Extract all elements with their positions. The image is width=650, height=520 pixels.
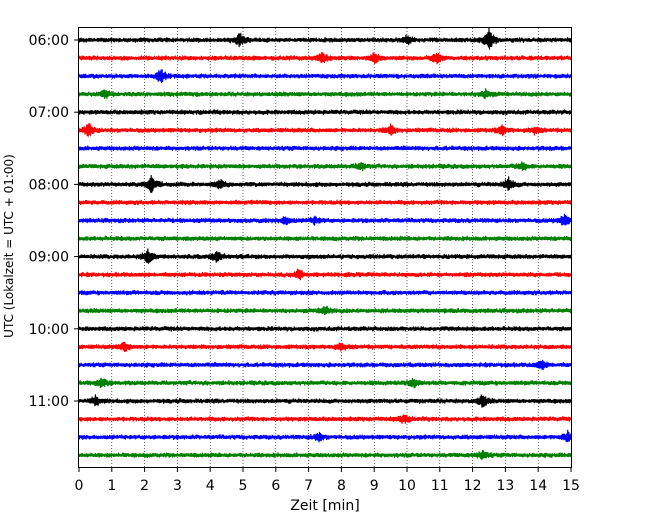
trace-line: [78, 289, 572, 296]
x-tick-label: 11: [431, 478, 449, 494]
y-tick-label: 09:00: [29, 250, 69, 266]
trace-line: [78, 235, 572, 242]
y-tick-label: 11:00: [29, 394, 69, 410]
grid-lines: [111, 28, 539, 467]
x-tick-label: 4: [206, 478, 215, 494]
trace-line: [78, 359, 572, 371]
trace-line: [78, 161, 572, 172]
trace-line: [78, 88, 572, 100]
trace-line: [78, 450, 572, 461]
x-tick-label: 1: [107, 478, 116, 494]
trace-line: [78, 145, 572, 152]
trace-line: [78, 394, 572, 408]
trace-line: [78, 248, 572, 264]
x-tick-label: 7: [304, 478, 313, 494]
x-tick-label: 5: [239, 478, 248, 494]
y-tick-label: 07:00: [29, 105, 69, 121]
x-tick-label: 15: [562, 478, 580, 494]
x-tick-label: 12: [464, 478, 482, 494]
trace-line: [78, 213, 572, 226]
y-axis-ticks: 06:00 07:00 08:00 09:00 10:00 11:00: [29, 33, 79, 410]
x-tick-label: 2: [140, 478, 149, 494]
x-tick-label: 8: [337, 478, 346, 494]
trace-line: [78, 414, 572, 424]
trace-line: [78, 199, 572, 206]
seismic-traces: [78, 27, 572, 461]
x-tick-label: 6: [271, 478, 280, 494]
trace-line: [78, 69, 572, 84]
y-tick-label: 08:00: [29, 177, 69, 193]
trace-line: [78, 123, 572, 137]
trace-line: [78, 27, 572, 50]
trace-line: [78, 109, 572, 116]
plot-frame: [78, 27, 572, 468]
trace-line: [78, 429, 572, 443]
trace-line: [78, 341, 572, 352]
y-axis-label: UTC (Lokalzeit = UTC + 01:00): [2, 154, 16, 338]
x-tick-label: 13: [496, 478, 514, 494]
y-tick-label: 10:00: [29, 322, 69, 338]
x-tick-label: 14: [529, 478, 547, 494]
x-tick-label: 0: [75, 478, 84, 494]
trace-line: [78, 268, 572, 281]
trace-line: [78, 305, 572, 315]
x-tick-label: 3: [173, 478, 182, 494]
x-tick-label: 10: [398, 478, 416, 494]
x-tick-label: 9: [370, 478, 379, 494]
x-axis-ticks: 0 1 2 3 4 5 6 7 8 9 10 11 12 13 14 15: [75, 467, 580, 494]
trace-line: [78, 377, 572, 389]
trace-line: [78, 51, 572, 65]
trace-line: [78, 174, 572, 193]
y-tick-label: 06:00: [29, 33, 69, 49]
x-axis-label: Zeit [min]: [290, 498, 359, 514]
trace-line: [78, 325, 572, 332]
